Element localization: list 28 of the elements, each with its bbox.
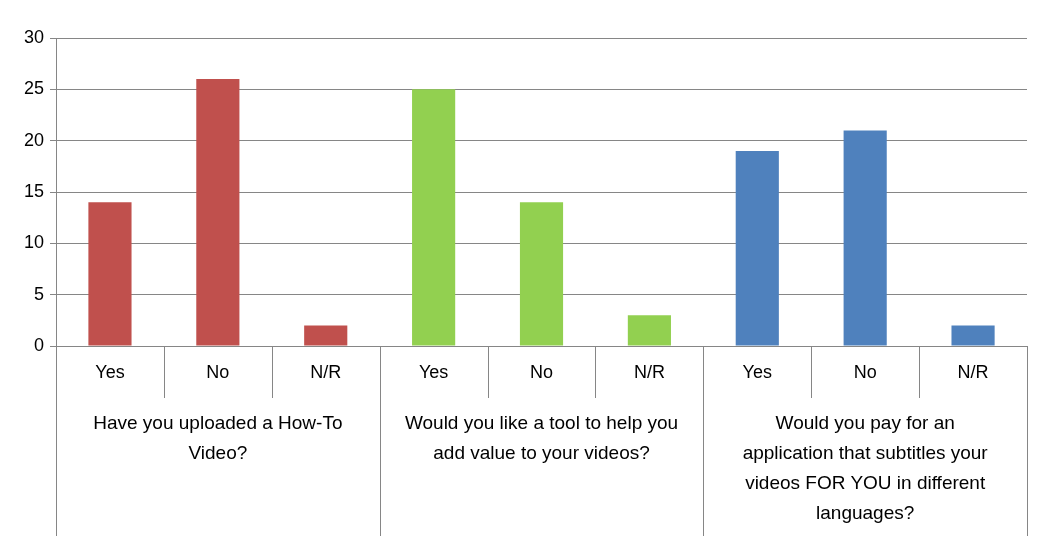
- bar: [951, 325, 995, 346]
- x-tick-label: Yes: [95, 361, 125, 382]
- y-tick-label: 15: [23, 180, 45, 201]
- bar: [196, 79, 240, 346]
- x-tick-label: N/R: [957, 361, 989, 382]
- bar: [304, 325, 348, 346]
- x-tick-label: No: [853, 361, 877, 382]
- x-tick-label: N/R: [310, 361, 342, 382]
- y-tick-label: 5: [34, 283, 45, 304]
- x-tick-label: No: [206, 361, 230, 382]
- y-tick-label: 0: [34, 334, 45, 355]
- bar: [88, 202, 132, 346]
- x-tick-label: Yes: [742, 361, 772, 382]
- x-tick-label: No: [530, 361, 554, 382]
- x-tick-label: N/R: [633, 361, 665, 382]
- y-tick-label: 10: [23, 232, 45, 253]
- text: Would you like a tool to help you add value to your videos?: [404, 411, 679, 463]
- x-tick-label: Yes: [418, 361, 449, 382]
- text: Have you uploaded a How-To Video?: [93, 411, 343, 463]
- y-tick-label: 20: [23, 129, 45, 150]
- bar: [412, 89, 456, 346]
- bar: [843, 130, 887, 346]
- bar: [627, 315, 671, 346]
- text: Would you pay for an application that subtitles your videos FOR YOU in different languages?: [742, 411, 989, 523]
- bar: [735, 150, 779, 346]
- y-tick-label: 30: [23, 26, 45, 47]
- bar: [519, 202, 564, 346]
- y-tick-label: 25: [23, 78, 45, 99]
